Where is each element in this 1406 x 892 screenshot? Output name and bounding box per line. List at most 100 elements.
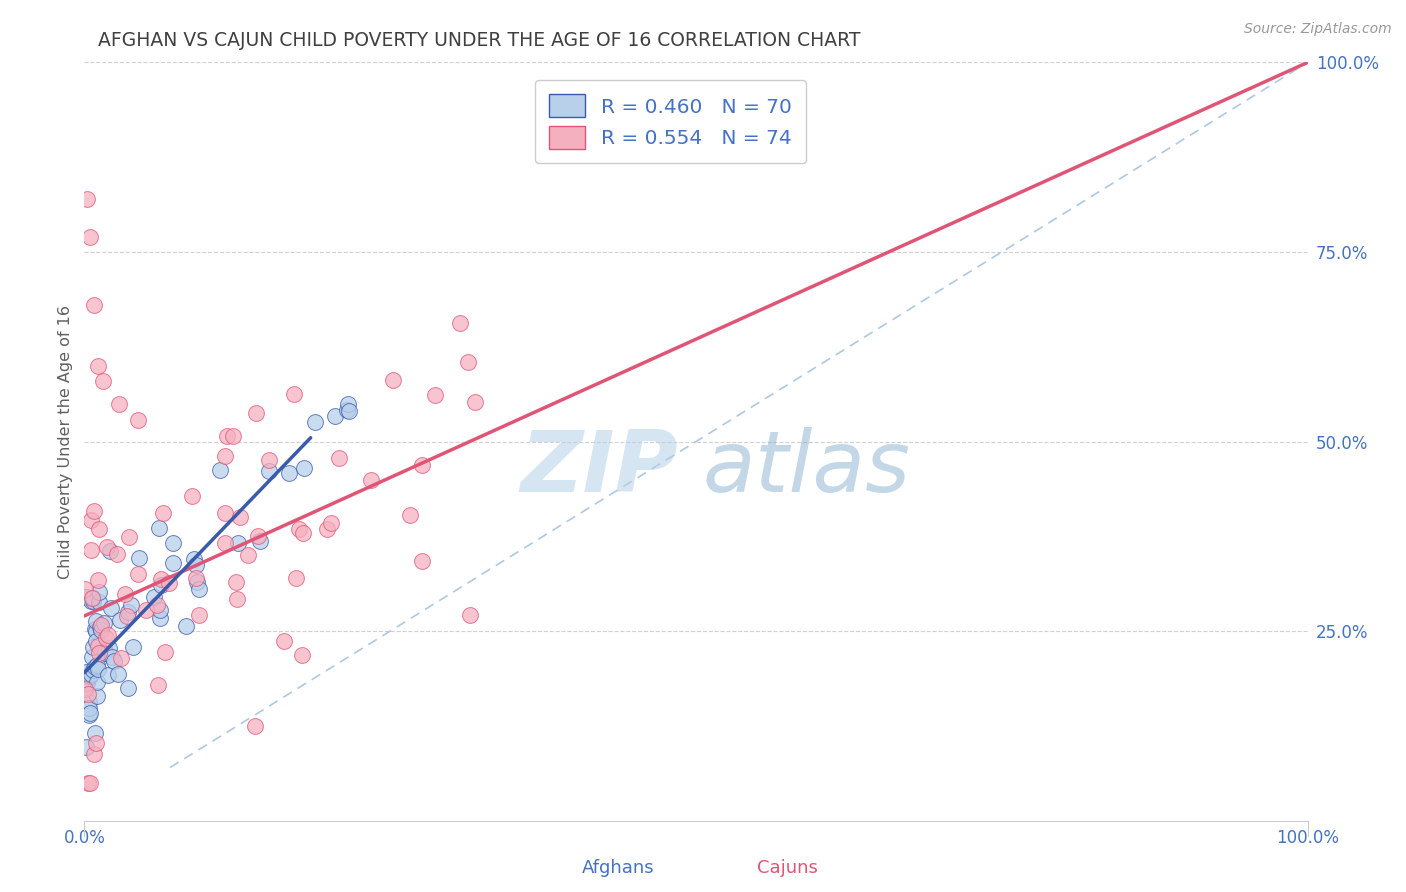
Text: ZIP: ZIP (520, 426, 678, 509)
Point (87, 573, 110, 587)
Point (82, 640, 104, 654)
Point (304, 415, 326, 429)
Point (93, 615, 115, 630)
Point (115, 609, 138, 624)
Point (79, 669, 101, 683)
Point (80, 667, 103, 681)
Point (100, 600, 122, 615)
Point (94, 631, 117, 645)
Point (73, 677, 96, 691)
Point (184, 558, 207, 572)
Point (86, 658, 108, 673)
Point (77, 776, 100, 790)
Legend: R = 0.460   N = 70, R = 0.554   N = 74: R = 0.460 N = 70, R = 0.554 N = 74 (534, 80, 806, 163)
Point (105, 548, 128, 562)
Point (84, 633, 107, 648)
Text: Cajuns: Cajuns (756, 859, 818, 877)
Point (87, 639, 110, 653)
Point (90, 624, 112, 638)
Point (84, 660, 107, 674)
Point (108, 613, 131, 627)
Point (107, 667, 129, 681)
Point (110, 650, 132, 665)
Point (162, 535, 184, 549)
Point (84, 726, 107, 740)
Point (76, 675, 98, 690)
Point (75, 665, 97, 679)
Point (103, 654, 125, 668)
Point (83, 298, 105, 312)
Point (97, 628, 120, 642)
Point (114, 586, 136, 600)
Point (87, 523, 110, 537)
Point (79, 593, 101, 607)
Point (215, 429, 238, 443)
Point (162, 556, 184, 570)
Point (82, 591, 104, 606)
Point (208, 463, 231, 477)
Point (84, 736, 107, 750)
Point (122, 640, 145, 654)
Point (76, 687, 98, 701)
Point (283, 387, 305, 401)
Point (273, 634, 295, 648)
Point (257, 464, 280, 478)
Point (89, 619, 111, 633)
Text: atlas: atlas (702, 426, 910, 509)
Point (96, 541, 118, 555)
Point (328, 450, 350, 465)
Point (98, 641, 121, 656)
Point (107, 396, 129, 410)
Point (93, 643, 115, 657)
Point (97, 668, 120, 682)
Point (291, 648, 314, 663)
Point (84, 624, 107, 639)
Point (226, 535, 249, 549)
Point (87, 662, 110, 676)
Point (127, 413, 149, 427)
Point (238, 548, 260, 562)
Point (75, 740, 97, 755)
Point (292, 461, 315, 475)
Point (411, 554, 433, 568)
Point (79, 229, 101, 244)
Point (176, 618, 198, 632)
Text: AFGHAN VS CAJUN CHILD POVERTY UNDER THE AGE OF 16 CORRELATION CHART: AFGHAN VS CAJUN CHILD POVERTY UNDER THE … (98, 31, 860, 50)
Point (150, 572, 173, 586)
Point (77, 701, 100, 715)
Point (323, 409, 346, 423)
Point (449, 316, 471, 330)
Point (101, 650, 124, 665)
Point (82, 663, 104, 677)
Point (83, 747, 105, 761)
Point (337, 396, 360, 410)
Point (148, 678, 170, 692)
Point (292, 526, 315, 541)
Point (411, 458, 433, 472)
Point (77, 695, 100, 709)
Y-axis label: Child Poverty Under the Age of 16: Child Poverty Under the Age of 16 (58, 304, 73, 579)
Point (152, 506, 174, 520)
Point (77, 707, 100, 722)
Point (98, 544, 121, 558)
Point (87, 646, 110, 660)
Point (183, 552, 205, 566)
Point (118, 530, 141, 544)
Point (319, 516, 342, 530)
Point (277, 467, 299, 481)
Point (128, 551, 150, 566)
Point (214, 535, 236, 549)
Text: Afghans: Afghans (582, 859, 655, 877)
Point (84, 614, 107, 628)
Point (458, 608, 481, 623)
Point (181, 490, 204, 504)
Point (246, 528, 269, 542)
Point (80, 513, 103, 527)
Point (84, 622, 107, 636)
Point (82, 591, 104, 605)
Point (80, 543, 103, 558)
Point (148, 611, 170, 625)
Point (120, 599, 142, 613)
Point (225, 574, 247, 589)
Point (184, 571, 207, 585)
